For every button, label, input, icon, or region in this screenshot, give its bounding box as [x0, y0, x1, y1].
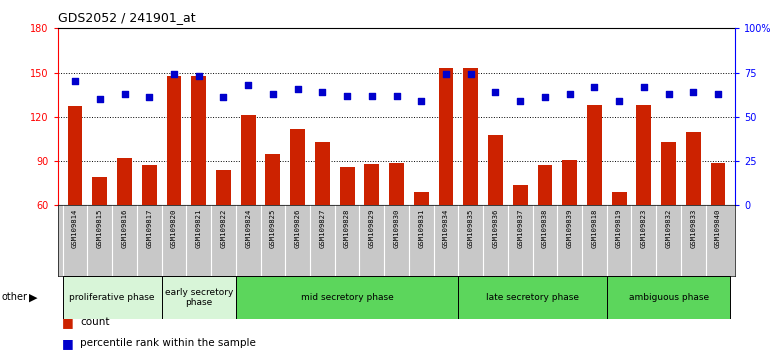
Text: proliferative phase: proliferative phase — [69, 293, 155, 302]
Point — [514, 98, 527, 104]
Text: GSM109831: GSM109831 — [418, 209, 424, 248]
Point — [638, 84, 650, 90]
Point — [292, 86, 304, 91]
Bar — [464, 68, 478, 205]
Bar — [315, 142, 330, 205]
Text: other: other — [2, 292, 28, 302]
Text: GSM109814: GSM109814 — [72, 209, 78, 248]
Text: GSM109827: GSM109827 — [320, 209, 326, 248]
Bar — [439, 68, 454, 205]
Text: early secretory
phase: early secretory phase — [165, 288, 233, 307]
Point — [662, 91, 675, 97]
Point — [192, 73, 205, 79]
Bar — [216, 170, 231, 205]
Point — [366, 93, 378, 98]
Bar — [162, 276, 236, 319]
Bar — [191, 75, 206, 205]
Bar — [711, 162, 725, 205]
Point — [217, 95, 229, 100]
Bar — [92, 177, 107, 205]
Text: GSM109829: GSM109829 — [369, 209, 375, 248]
Point — [613, 98, 625, 104]
Point — [712, 91, 725, 97]
Point — [687, 89, 699, 95]
Bar — [513, 185, 527, 205]
Point — [69, 79, 81, 84]
Text: GDS2052 / 241901_at: GDS2052 / 241901_at — [58, 11, 196, 24]
Bar — [413, 192, 429, 205]
Text: GSM109822: GSM109822 — [220, 209, 226, 248]
Bar — [607, 276, 731, 319]
Text: percentile rank within the sample: percentile rank within the sample — [80, 338, 256, 348]
Bar — [458, 276, 607, 319]
Point — [242, 82, 254, 88]
Bar — [142, 166, 156, 205]
Text: GSM109819: GSM109819 — [616, 209, 622, 248]
Point — [168, 72, 180, 77]
Text: GSM109818: GSM109818 — [591, 209, 598, 248]
Text: ▶: ▶ — [29, 292, 38, 302]
Text: GSM109838: GSM109838 — [542, 209, 548, 248]
Bar — [68, 107, 82, 205]
Point — [341, 93, 353, 98]
Bar — [340, 167, 354, 205]
Point — [316, 89, 329, 95]
Point — [564, 91, 576, 97]
Text: GSM109817: GSM109817 — [146, 209, 152, 248]
Text: GSM109816: GSM109816 — [122, 209, 128, 248]
Bar — [389, 162, 404, 205]
Point — [464, 72, 477, 77]
Text: GSM109830: GSM109830 — [393, 209, 400, 248]
Text: late secretory phase: late secretory phase — [486, 293, 579, 302]
Bar — [266, 154, 280, 205]
Bar — [236, 276, 458, 319]
Point — [94, 96, 106, 102]
Text: GSM109833: GSM109833 — [691, 209, 696, 248]
Text: GSM109840: GSM109840 — [715, 209, 721, 248]
Point — [266, 91, 279, 97]
Text: GSM109828: GSM109828 — [344, 209, 350, 248]
Bar — [488, 135, 503, 205]
Bar — [661, 142, 676, 205]
Point — [119, 91, 131, 97]
Text: GSM109835: GSM109835 — [467, 209, 474, 248]
Bar — [117, 158, 132, 205]
Bar — [587, 105, 602, 205]
Point — [588, 84, 601, 90]
Text: GSM109825: GSM109825 — [270, 209, 276, 248]
Point — [415, 98, 427, 104]
Bar — [241, 115, 256, 205]
Bar — [562, 160, 577, 205]
Point — [390, 93, 403, 98]
Text: GSM109815: GSM109815 — [97, 209, 102, 248]
Bar — [166, 75, 182, 205]
Text: ■: ■ — [62, 337, 73, 350]
Text: GSM109839: GSM109839 — [567, 209, 573, 248]
Text: count: count — [80, 317, 109, 327]
Point — [440, 72, 452, 77]
Bar — [611, 192, 627, 205]
Point — [143, 95, 156, 100]
Text: GSM109821: GSM109821 — [196, 209, 202, 248]
Bar — [637, 105, 651, 205]
Text: ■: ■ — [62, 316, 73, 329]
Text: GSM109834: GSM109834 — [443, 209, 449, 248]
Text: GSM109832: GSM109832 — [665, 209, 671, 248]
Text: GSM109820: GSM109820 — [171, 209, 177, 248]
Bar — [364, 164, 380, 205]
Bar — [290, 129, 305, 205]
Text: GSM109836: GSM109836 — [493, 209, 498, 248]
Bar — [62, 276, 162, 319]
Point — [539, 95, 551, 100]
Point — [489, 89, 501, 95]
Text: GSM109837: GSM109837 — [517, 209, 523, 248]
Text: GSM109826: GSM109826 — [295, 209, 300, 248]
Bar — [537, 166, 552, 205]
Text: GSM109823: GSM109823 — [641, 209, 647, 248]
Text: mid secretory phase: mid secretory phase — [301, 293, 393, 302]
Text: GSM109824: GSM109824 — [245, 209, 251, 248]
Text: ambiguous phase: ambiguous phase — [628, 293, 708, 302]
Bar — [686, 132, 701, 205]
